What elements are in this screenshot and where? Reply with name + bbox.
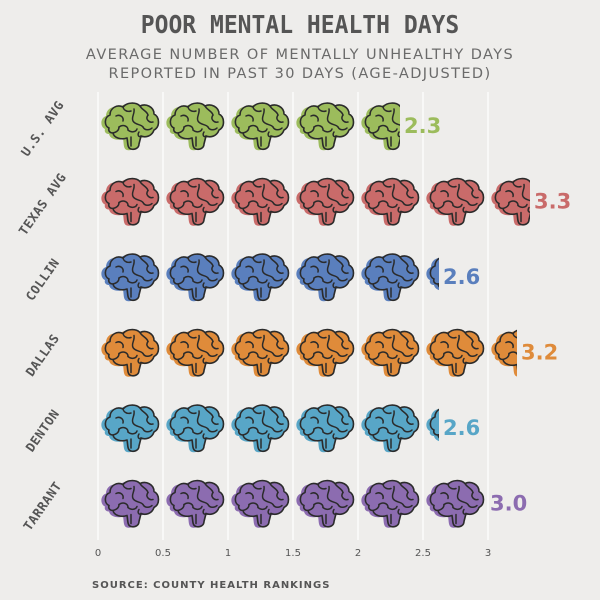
brain-icon [101,102,160,151]
gridlines [97,92,489,540]
category-label: DENTON [22,406,62,454]
x-tick-label: 1.5 [285,548,301,559]
category-label: COLLIN [22,255,62,303]
brain-icon [296,177,355,226]
value-label: 2.3 [404,114,441,138]
brain-icon [491,329,517,377]
x-tick-label: 3 [485,548,491,559]
value-label: 3.3 [534,190,571,214]
brain-icon [101,328,160,377]
brain-icon [231,177,290,226]
brain-icon [166,102,225,151]
brain-icon [426,408,439,442]
value-label: 2.6 [443,265,480,289]
brain-icon [296,102,355,151]
brain-icon [101,404,160,453]
brain-icon [101,479,160,528]
brain-icon [101,177,160,226]
brain-icon [296,253,355,302]
subtitle-line-1: AVERAGE NUMBER OF MENTALLY UNHEALTHY DAY… [85,47,515,63]
x-tick-label: 0.5 [155,548,171,559]
x-tick-label: 2 [355,548,361,559]
brain-icon [231,404,290,453]
brain-icon [166,177,225,226]
x-axis: 0 0.5 1 1.5 2 2.5 3 [95,548,491,559]
category-label: TARRANT [20,479,65,534]
chart-rows: U.S. AVG 2.3 TEXAS AVG 3.3 COLLIN 2.6 DALLAS 3.… [15,98,571,533]
brain-icon [426,177,485,226]
brain-icon [166,404,225,453]
brain-icon [231,479,290,528]
brain-icon [361,404,420,453]
brain-icon [426,257,439,291]
chart-row: COLLIN 2.6 [22,253,480,303]
brain-icon [166,479,225,528]
brain-icon [166,328,225,377]
brain-icon [296,479,355,528]
chart-row: TARRANT 3.0 [20,479,527,534]
brain-icon [361,102,400,151]
brain-icon [426,479,485,528]
chart-row: DALLAS 3.2 [22,328,558,379]
value-label: 3.2 [521,341,558,365]
brain-icon [231,253,290,302]
brain-icon [296,404,355,453]
x-tick-label: 0 [95,548,101,559]
category-label: DALLAS [22,331,62,379]
value-label: 2.6 [443,416,480,440]
chart-row: U.S. AVG 2.3 [18,98,441,159]
brain-icon [231,328,290,377]
brain-icon [361,253,420,302]
source-note: SOURCE: COUNTY HEALTH RANKINGS [92,580,331,591]
chart-title: POOR MENTAL HEALTH DAYS [140,10,460,39]
brain-icon [361,479,420,528]
x-tick-label: 1 [225,548,231,559]
brain-icon [491,177,530,226]
brain-icon [361,328,420,377]
value-label: 3.0 [490,492,527,516]
brain-icon [166,253,225,302]
category-label: TEXAS AVG [15,170,69,238]
chart-row: DENTON 2.6 [22,404,480,454]
x-tick-label: 2.5 [415,548,431,559]
chart-subtitle: AVERAGE NUMBER OF MENTALLY UNHEALTHY DAY… [0,46,600,84]
brain-icon [426,328,485,377]
brain-icon [101,253,160,302]
category-label: U.S. AVG [18,98,67,159]
brain-icon [361,177,420,226]
subtitle-line-2: REPORTED IN PAST 30 DAYS (AGE-ADJUSTED) [108,66,492,82]
chart-row: TEXAS AVG 3.3 [15,170,571,238]
brain-icon [296,328,355,377]
brain-icon [231,102,290,151]
